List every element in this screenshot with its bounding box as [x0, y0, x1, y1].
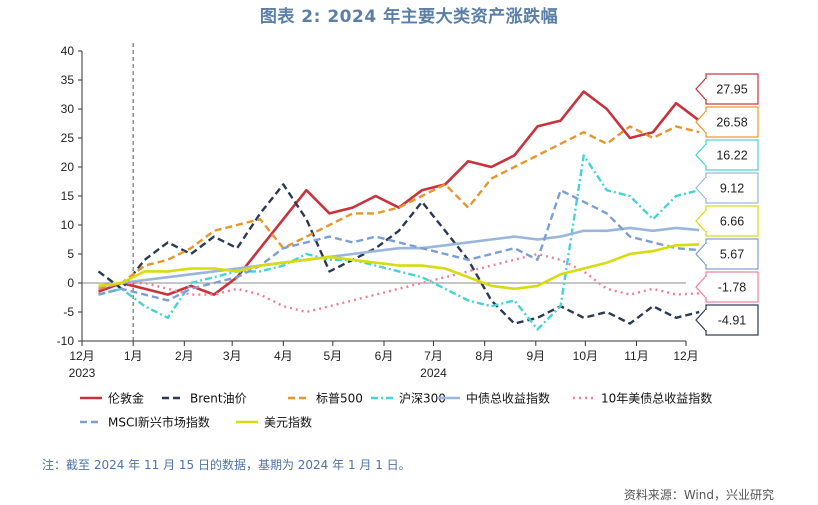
series-line-6 — [98, 189, 700, 302]
x-tick-label: 10月 — [573, 349, 598, 363]
legend-item: 标普500 — [288, 392, 363, 406]
x-tick-label: 3月 — [223, 349, 242, 363]
end-label-box — [705, 271, 759, 303]
end-label-pointer — [695, 77, 707, 101]
end-label-box — [705, 106, 759, 138]
end-label: 26.58 — [695, 106, 759, 138]
legend-item: 伦敦金 — [80, 391, 144, 406]
y-tick-label: -10 — [57, 334, 75, 348]
y-tick-label: 5 — [67, 247, 74, 261]
end-label-pointer — [695, 242, 707, 266]
end-label: -4.91 — [695, 304, 759, 336]
y-tick-label: 40 — [61, 44, 75, 58]
x-year-label: 2023 — [69, 366, 96, 380]
end-label-pointer — [695, 275, 707, 299]
y-tick-label: 10 — [61, 218, 75, 232]
end-label-pointer — [695, 209, 707, 233]
end-label-box — [705, 238, 759, 270]
end-label-value: -4.91 — [718, 314, 747, 328]
y-tick-label: 15 — [61, 189, 75, 203]
legend-label: 中债总收益指数 — [466, 391, 550, 406]
series-line-2 — [98, 125, 700, 290]
end-label: 27.95 — [695, 73, 759, 105]
legend-label: Brent油价 — [190, 392, 247, 406]
y-tick-label: 30 — [61, 102, 75, 116]
legend-label: 沪深300 — [399, 392, 446, 406]
series-line-5 — [98, 252, 700, 314]
legend-item: 10年美债总收益指数 — [573, 391, 712, 406]
legend-label: 伦敦金 — [108, 391, 144, 406]
end-label-value: 9.12 — [720, 182, 744, 196]
source-note: 资料来源：Wind，兴业研究 — [623, 488, 774, 502]
end-label: 6.66 — [695, 205, 759, 237]
end-label-box — [705, 304, 759, 336]
x-year-label: 2024 — [420, 366, 447, 380]
end-label-value: 16.22 — [716, 149, 747, 163]
end-label-value: 5.67 — [720, 248, 744, 262]
legend-item: Brent油价 — [162, 392, 247, 406]
y-tick-label: 0 — [67, 276, 74, 290]
x-tick-label: 9月 — [526, 349, 545, 363]
x-tick-label: 8月 — [475, 349, 494, 363]
legend-item: 中债总收益指数 — [438, 391, 550, 406]
legend-item: 美元指数 — [236, 415, 312, 430]
legend-label: MSCI新兴市场指数 — [108, 415, 210, 430]
end-label-value: -1.78 — [718, 281, 747, 295]
legend-label: 10年美债总收益指数 — [601, 391, 712, 406]
end-label-pointer — [695, 176, 707, 200]
x-tick-label: 4月 — [274, 349, 293, 363]
x-tick-label: 1月 — [124, 349, 143, 363]
end-label-pointer — [695, 308, 707, 332]
legend-item: MSCI新兴市场指数 — [80, 415, 210, 430]
x-tick-label: 2月 — [175, 349, 194, 363]
end-label-value: 27.95 — [716, 83, 747, 97]
y-tick-label: 20 — [61, 160, 75, 174]
end-label-value: 6.66 — [720, 215, 744, 229]
series-line-1 — [97, 183, 700, 325]
x-tick-label: 5月 — [323, 349, 342, 363]
end-label: 9.12 — [695, 172, 759, 204]
end-label-value: 26.58 — [716, 116, 747, 130]
y-tick-label: 35 — [61, 73, 75, 87]
series-line-0 — [98, 90, 700, 296]
end-label-pointer — [695, 110, 707, 134]
footnote: 注：截至 2024 年 11 月 15 日的数据，基期为 2024 年 1 月 … — [42, 458, 411, 472]
end-label-pointer — [695, 143, 707, 167]
legend-label: 标普500 — [316, 392, 363, 406]
series-layer — [97, 90, 700, 331]
end-label: 16.22 — [695, 139, 759, 171]
series-line-3 — [98, 154, 700, 331]
series-line-7 — [98, 243, 700, 291]
x-tick-label: 12月 — [69, 349, 94, 363]
x-tick-label: 6月 — [375, 349, 394, 363]
end-label-box — [705, 205, 759, 237]
legend: 伦敦金 Brent油价 标普500 沪深300 中债总收益指数 10年美债总收益指数 MSC… — [80, 391, 712, 430]
end-label: -1.78 — [695, 271, 759, 303]
series-line-4 — [98, 226, 700, 288]
y-tick-label: -5 — [63, 305, 74, 319]
end-labels: 27.95 26.58 16.22 9.12 6.66 5.67 -1.78 -4.91 — [695, 73, 759, 336]
legend-label: 美元指数 — [264, 415, 312, 430]
end-label-box — [705, 172, 759, 204]
chart-title: 图表 2: 2024 年主要大类资产涨跌幅 — [259, 7, 559, 27]
x-tick-label: 12月 — [673, 349, 698, 363]
end-label: 5.67 — [695, 238, 759, 270]
y-tick-label: 25 — [61, 131, 75, 145]
end-label-box — [705, 73, 759, 105]
x-tick-label: 7月 — [424, 349, 443, 363]
legend-item: 沪深300 — [371, 392, 446, 406]
x-tick-label: 11月 — [624, 349, 648, 363]
